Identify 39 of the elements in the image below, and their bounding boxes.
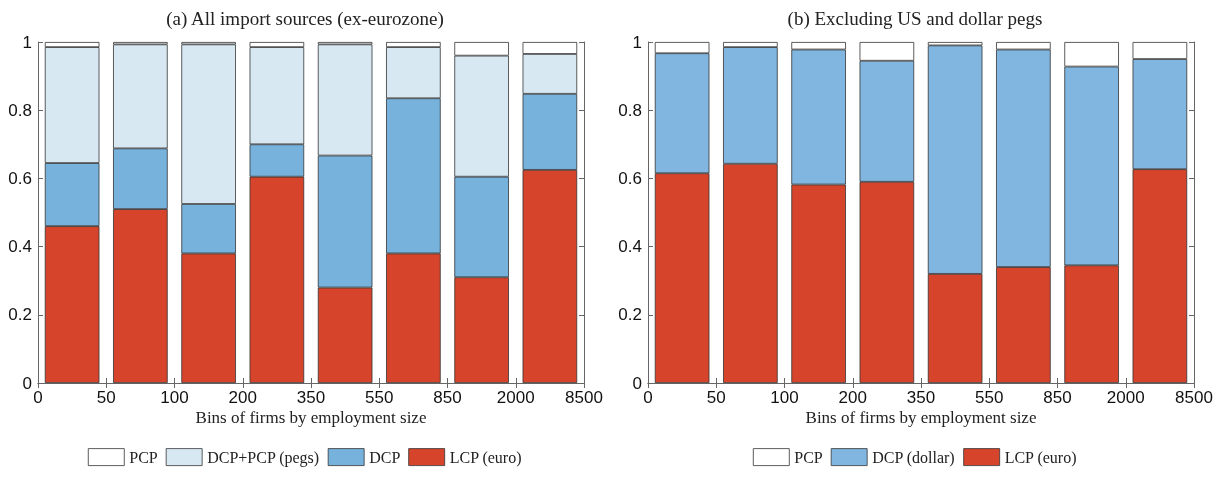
y-tick-label: 0.8	[618, 100, 642, 120]
text: 200	[228, 388, 257, 407]
y-tick-label: 0.4	[8, 237, 32, 257]
text: 2000	[496, 388, 535, 407]
y-tick-label: 0.8	[8, 100, 32, 120]
y-tick-label: 1	[22, 32, 32, 52]
chart-title: (b) Excluding US and dollar pegs	[787, 8, 1043, 30]
text: 200	[838, 388, 867, 407]
y-tick-label: 0.4	[618, 237, 642, 257]
text: 350	[906, 388, 936, 407]
y-tick-label: 0.2	[618, 305, 642, 325]
text: 550	[365, 388, 394, 407]
text: 2000	[1106, 388, 1145, 407]
y-tick-label: 0	[632, 373, 642, 393]
y-tick-label: 0.6	[618, 168, 642, 188]
text: 50	[706, 388, 726, 407]
legend-label: DCP (dollar)	[872, 448, 955, 467]
text: 550	[975, 388, 1004, 407]
legend-label: LCP (euro)	[449, 448, 522, 467]
legend-label: PCP	[794, 448, 823, 466]
y-tick-label: 0	[22, 373, 32, 393]
y-tick-label: 1	[632, 32, 642, 52]
legend-label: DCP	[369, 448, 401, 466]
text: 8500	[565, 388, 603, 407]
text: 8500	[1175, 388, 1213, 407]
legend-label: PCP	[129, 448, 158, 466]
text: 100	[160, 388, 189, 407]
y-tick-label: 0.6	[8, 168, 32, 188]
chart-title: (a) All import sources (ex-eurozone)	[166, 8, 444, 30]
x-axis-title: Bins of firms by employment size	[195, 408, 427, 427]
text: 100	[770, 388, 799, 407]
legend-label: DCP+PCP (pegs)	[207, 448, 320, 467]
text: 50	[96, 388, 116, 407]
legend-label: LCP (euro)	[1004, 448, 1077, 467]
text: 850	[1043, 388, 1072, 407]
text: 350	[296, 388, 326, 407]
text: 850	[433, 388, 462, 407]
y-tick-label: 0.2	[8, 305, 32, 325]
x-axis-title: Bins of firms by employment size	[805, 408, 1037, 427]
